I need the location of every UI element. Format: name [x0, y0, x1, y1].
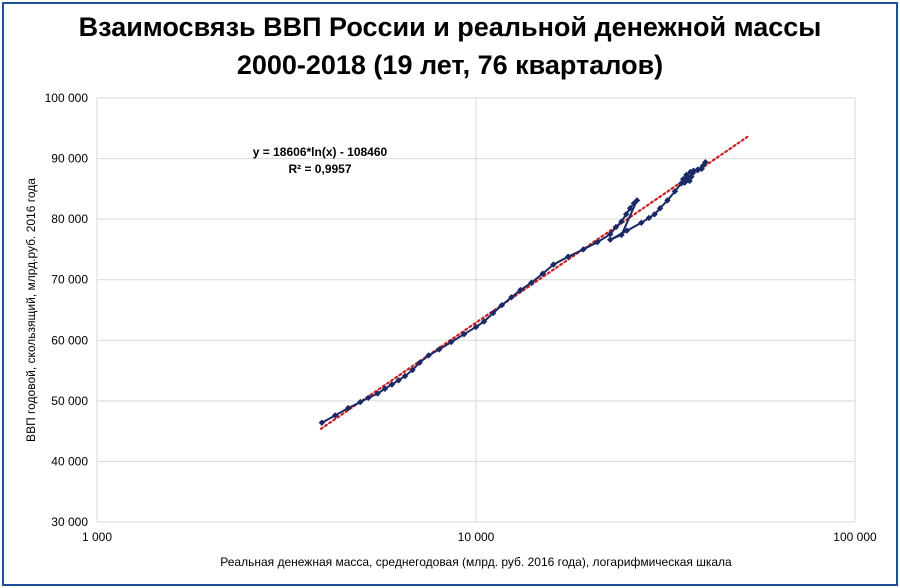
data-point — [633, 197, 641, 204]
data-point — [381, 385, 389, 392]
data-point — [480, 318, 488, 325]
trend-r2: R² = 0,9957 — [288, 162, 351, 176]
y-tick-label: 30 000 — [51, 515, 88, 529]
x-axis-title: Реальная денежная масса, среднегодовая (… — [220, 555, 732, 569]
data-point — [622, 211, 630, 218]
data-point — [664, 197, 671, 204]
data-point — [528, 279, 535, 286]
data-point — [607, 236, 614, 243]
trendline — [319, 135, 749, 430]
y-tick-label: 70 000 — [51, 273, 88, 287]
data-point — [374, 390, 381, 397]
data-point — [681, 179, 688, 186]
data-point — [388, 381, 396, 388]
data-point — [623, 227, 631, 234]
data-point — [401, 372, 409, 380]
x-tick-label: 10 000 — [458, 530, 495, 544]
y-tick-label: 90 000 — [51, 152, 88, 166]
data-point — [564, 253, 572, 260]
data-point — [436, 346, 443, 353]
data-point — [694, 166, 702, 173]
data-point — [425, 352, 432, 359]
data-point — [594, 238, 601, 246]
data-point — [651, 211, 658, 218]
data-point — [409, 366, 416, 374]
x-tick-label: 100 000 — [833, 530, 877, 544]
chart-title-line-2: 2000-2018 (19 лет, 76 кварталов) — [236, 50, 664, 80]
data-point — [679, 175, 687, 183]
data-point — [671, 188, 679, 195]
data-point — [687, 168, 694, 176]
tick-layer: 30 000 40 000 50 000 60 000 70 000 80 000 90 0… — [45, 91, 877, 544]
data-point — [689, 169, 696, 177]
data-point — [508, 294, 515, 301]
data-point — [612, 223, 620, 231]
data-point — [645, 214, 653, 222]
data-point — [699, 162, 707, 170]
data-point — [698, 165, 705, 173]
data-point — [498, 301, 506, 309]
data-point — [416, 359, 423, 366]
data-point — [626, 205, 634, 212]
data-point — [447, 338, 455, 346]
data-point — [489, 309, 497, 317]
data-point — [460, 331, 468, 338]
data-point — [618, 218, 625, 225]
series-line — [321, 161, 707, 424]
y-tick-label: 60 000 — [51, 333, 88, 347]
data-point — [656, 205, 664, 212]
data-point — [331, 412, 339, 419]
data-point — [580, 246, 587, 253]
data-point — [638, 219, 645, 226]
data-point — [395, 377, 402, 384]
y-axis-title: ВВП годовой, скользящий, млрд.руб. 2016 … — [24, 178, 38, 442]
data-point — [683, 171, 690, 179]
trend-equation: y = 18606*ln(x) - 108460 — [253, 145, 388, 159]
y-tick-label: 50 000 — [51, 394, 88, 408]
data-point — [550, 261, 557, 268]
data-point — [539, 270, 546, 277]
data-point — [688, 173, 695, 180]
data-point — [344, 404, 352, 412]
data-point — [607, 231, 614, 238]
y-tick-label: 100 000 — [45, 91, 89, 105]
data-point — [318, 419, 326, 426]
series-layer — [318, 159, 709, 426]
trend-layer — [319, 135, 749, 430]
data-point — [472, 323, 480, 331]
data-point — [365, 394, 372, 402]
grid-layer — [96, 97, 856, 523]
chart-title-line-1: Взаимосвязь ВВП России и реальной денежн… — [78, 12, 822, 42]
data-point — [618, 231, 625, 239]
y-tick-label: 80 000 — [51, 212, 88, 226]
data-point — [517, 286, 524, 294]
data-point — [357, 398, 364, 406]
x-tick-label: 1 000 — [82, 530, 112, 544]
y-tick-label: 40 000 — [51, 454, 88, 468]
data-point — [686, 177, 693, 185]
